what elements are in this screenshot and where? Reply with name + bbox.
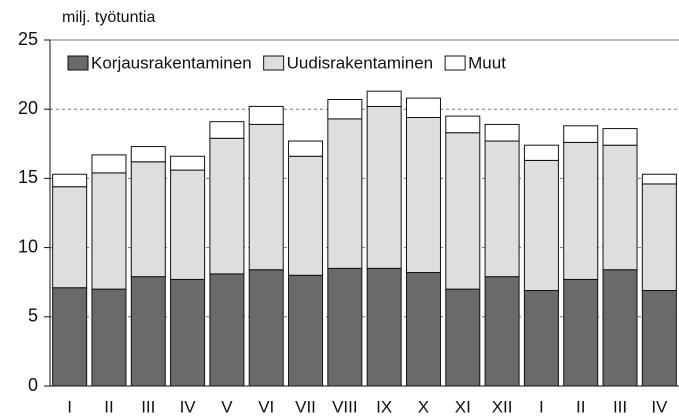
x-tick-label: XI [455, 397, 471, 416]
bar-segment [248, 123, 284, 271]
x-tick-label: II [104, 397, 113, 416]
legend-label: Muut [468, 53, 506, 72]
bar-segment [602, 269, 638, 387]
y-tick-label: 0 [28, 375, 38, 395]
bar-segment [563, 278, 599, 387]
bar-segment [91, 288, 127, 387]
bar-segment [209, 137, 245, 275]
bar-segment [641, 173, 677, 185]
x-tick-label: VI [258, 397, 274, 416]
legend-label: Uudisrakentaminen [287, 53, 433, 72]
bar-segment [248, 105, 284, 125]
bar-segment [563, 141, 599, 280]
bar-segment [209, 273, 245, 387]
x-tick-label: IV [180, 397, 197, 416]
x-tick-label: I [67, 397, 72, 416]
x-tick-label: III [141, 397, 155, 416]
legend-swatch [67, 55, 89, 71]
bar-segment [130, 146, 166, 163]
x-tick-label: IX [376, 397, 392, 416]
x-tick-label: I [539, 397, 544, 416]
x-tick-label: IV [651, 397, 668, 416]
x-tick-label: X [418, 397, 429, 416]
bar-segment [602, 144, 638, 271]
y-tick-label: 15 [18, 167, 38, 187]
bar-segment [130, 161, 166, 278]
bar-segment [484, 123, 520, 142]
bar-segment [523, 159, 559, 292]
bar-segment [445, 115, 481, 134]
bar-segment [484, 140, 520, 278]
y-tick-label: 25 [18, 29, 38, 49]
bar-segment [366, 105, 402, 269]
bar-segment [445, 132, 481, 290]
bar-segment [288, 140, 324, 157]
x-tick-label: V [221, 397, 233, 416]
x-tick-label: II [576, 397, 585, 416]
y-tick-label: 5 [28, 306, 38, 326]
bar-segment [405, 272, 441, 387]
bar-segment [327, 267, 363, 387]
bar-segment [405, 117, 441, 274]
bar-segment [170, 278, 206, 387]
bar-segment [445, 288, 481, 387]
x-tick-label: III [613, 397, 627, 416]
x-tick-label: VII [295, 397, 316, 416]
bar-segment [209, 121, 245, 139]
bar-segment [91, 154, 127, 174]
bar-segment [405, 97, 441, 119]
bar-segment [523, 290, 559, 387]
bar-segment [170, 169, 206, 280]
bar-segment [170, 155, 206, 171]
bar-segment [130, 276, 166, 387]
x-tick-label: XII [492, 397, 513, 416]
bar-segment [602, 128, 638, 146]
legend-swatch [263, 55, 285, 71]
bar-segment [523, 144, 559, 161]
bar-segment [91, 172, 127, 290]
bar-segment [327, 99, 363, 120]
bar-segment [327, 118, 363, 269]
bar-segment [484, 276, 520, 387]
bar-segment [52, 287, 88, 387]
legend-label: Korjausrakentaminen [91, 53, 252, 72]
x-tick-label: VIII [332, 397, 358, 416]
bar-segment [288, 155, 324, 276]
bar-segment [366, 267, 402, 387]
bar-segment [641, 290, 677, 387]
bar-segment [641, 183, 677, 292]
bar-segment [563, 125, 599, 143]
bar-segment [52, 173, 88, 188]
bar-segment [366, 90, 402, 107]
bar-segment [288, 274, 324, 387]
bar-segment [52, 186, 88, 289]
y-tick-label: 20 [18, 98, 38, 118]
legend-swatch [444, 55, 466, 71]
y-axis-title: milj. työtuntia [62, 9, 155, 26]
y-tick-label: 10 [18, 236, 38, 256]
bar-segment [248, 269, 284, 387]
